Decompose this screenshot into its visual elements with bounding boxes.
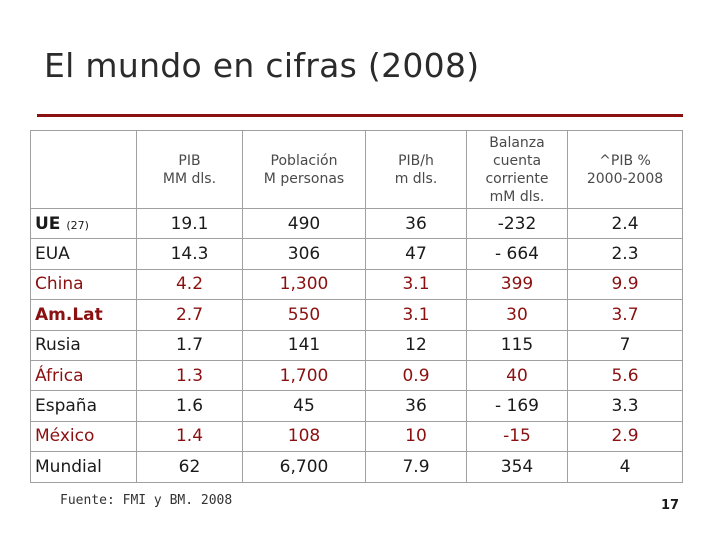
cell-poblacion: 45 [242, 390, 366, 422]
cell-poblacion: 550 [242, 299, 366, 331]
table-header-row: PIB MM dls. Población M personas PIB/h m… [30, 130, 683, 209]
cell-pib: 1.4 [136, 420, 243, 453]
cell-pib-growth: 5.6 [567, 359, 683, 392]
row-name: UE [35, 213, 61, 234]
cell-pib-per-capita: 3.1 [365, 299, 467, 331]
row-name: EUA [30, 238, 137, 270]
cell-pib: 1.3 [136, 359, 243, 392]
cell-poblacion: 1,300 [242, 268, 366, 301]
cell-pib-per-capita: 3.1 [365, 268, 467, 301]
table-row: Am.Lat 2.7 550 3.1 30 3.7 [30, 299, 683, 331]
row-name: Mundial [30, 451, 137, 483]
cell-pib: 2.7 [136, 299, 243, 331]
row-label: UE (27) [30, 207, 137, 240]
cell-pib-growth: 2.3 [567, 238, 683, 270]
cell-pib-growth: 9.9 [567, 268, 683, 301]
cell-pib-per-capita: 7.9 [365, 451, 467, 483]
table-row: África 1.3 1,700 0.9 40 5.6 [30, 359, 683, 392]
cell-pib: 1.7 [136, 329, 243, 361]
row-name: África [30, 359, 137, 392]
cell-balanza: 30 [466, 299, 568, 331]
cell-pib-growth: 4 [567, 451, 683, 483]
cell-balanza: 399 [466, 268, 568, 301]
cell-balanza: 115 [466, 329, 568, 361]
header-corner [30, 130, 137, 209]
cell-pib-per-capita: 36 [365, 390, 467, 422]
table-row: UE (27) 19.1 490 36 -232 2.4 [30, 207, 683, 240]
table-row: Mundial 62 6,700 7.9 354 4 [30, 451, 683, 483]
cell-pib-per-capita: 0.9 [365, 359, 467, 392]
cell-pib-per-capita: 47 [365, 238, 467, 270]
cell-balanza: -15 [466, 420, 568, 453]
title-underline [37, 114, 683, 117]
cell-poblacion: 306 [242, 238, 366, 270]
row-name: México [30, 420, 137, 453]
cell-pib: 62 [136, 451, 243, 483]
cell-balanza: 40 [466, 359, 568, 392]
cell-balanza: - 169 [466, 390, 568, 422]
cell-pib: 14.3 [136, 238, 243, 270]
table-row: EUA 14.3 306 47 - 664 2.3 [30, 238, 683, 270]
cell-balanza: -232 [466, 207, 568, 240]
cell-pib-growth: 7 [567, 329, 683, 361]
row-name: China [30, 268, 137, 301]
table-row: España 1.6 45 36 - 169 3.3 [30, 390, 683, 422]
table-row: México 1.4 108 10 -15 2.9 [30, 420, 683, 453]
page-number: 17 [661, 498, 680, 513]
cell-pib-per-capita: 10 [365, 420, 467, 453]
economic-data-table: PIB MM dls. Población M personas PIB/h m… [30, 130, 683, 483]
header-poblacion: Población M personas [242, 130, 366, 209]
row-name: Rusia [30, 329, 137, 361]
cell-pib-per-capita: 12 [365, 329, 467, 361]
cell-pib-growth: 2.9 [567, 420, 683, 453]
header-pib: PIB MM dls. [136, 130, 243, 209]
cell-pib: 4.2 [136, 268, 243, 301]
cell-poblacion: 490 [242, 207, 366, 240]
header-balanza: Balanza cuenta corriente mM dls. [466, 130, 568, 209]
cell-pib: 1.6 [136, 390, 243, 422]
cell-poblacion: 141 [242, 329, 366, 361]
page-title: El mundo en cifras (2008) [44, 46, 480, 85]
cell-pib: 19.1 [136, 207, 243, 240]
cell-poblacion: 1,700 [242, 359, 366, 392]
row-name: España [30, 390, 137, 422]
row-name: Am.Lat [30, 299, 137, 331]
cell-pib-per-capita: 36 [365, 207, 467, 240]
cell-poblacion: 108 [242, 420, 366, 453]
cell-balanza: 354 [466, 451, 568, 483]
table-row: China 4.2 1,300 3.1 399 9.9 [30, 268, 683, 301]
cell-pib-growth: 2.4 [567, 207, 683, 240]
row-suffix: (27) [66, 218, 89, 232]
source-note: Fuente: FMI y BM. 2008 [60, 493, 233, 508]
header-pib-growth: ^PIB % 2000-2008 [567, 130, 683, 209]
cell-pib-growth: 3.7 [567, 299, 683, 331]
cell-pib-growth: 3.3 [567, 390, 683, 422]
table-row: Rusia 1.7 141 12 115 7 [30, 329, 683, 361]
cell-balanza: - 664 [466, 238, 568, 270]
cell-poblacion: 6,700 [242, 451, 366, 483]
header-pib-per-capita: PIB/h m dls. [365, 130, 467, 209]
